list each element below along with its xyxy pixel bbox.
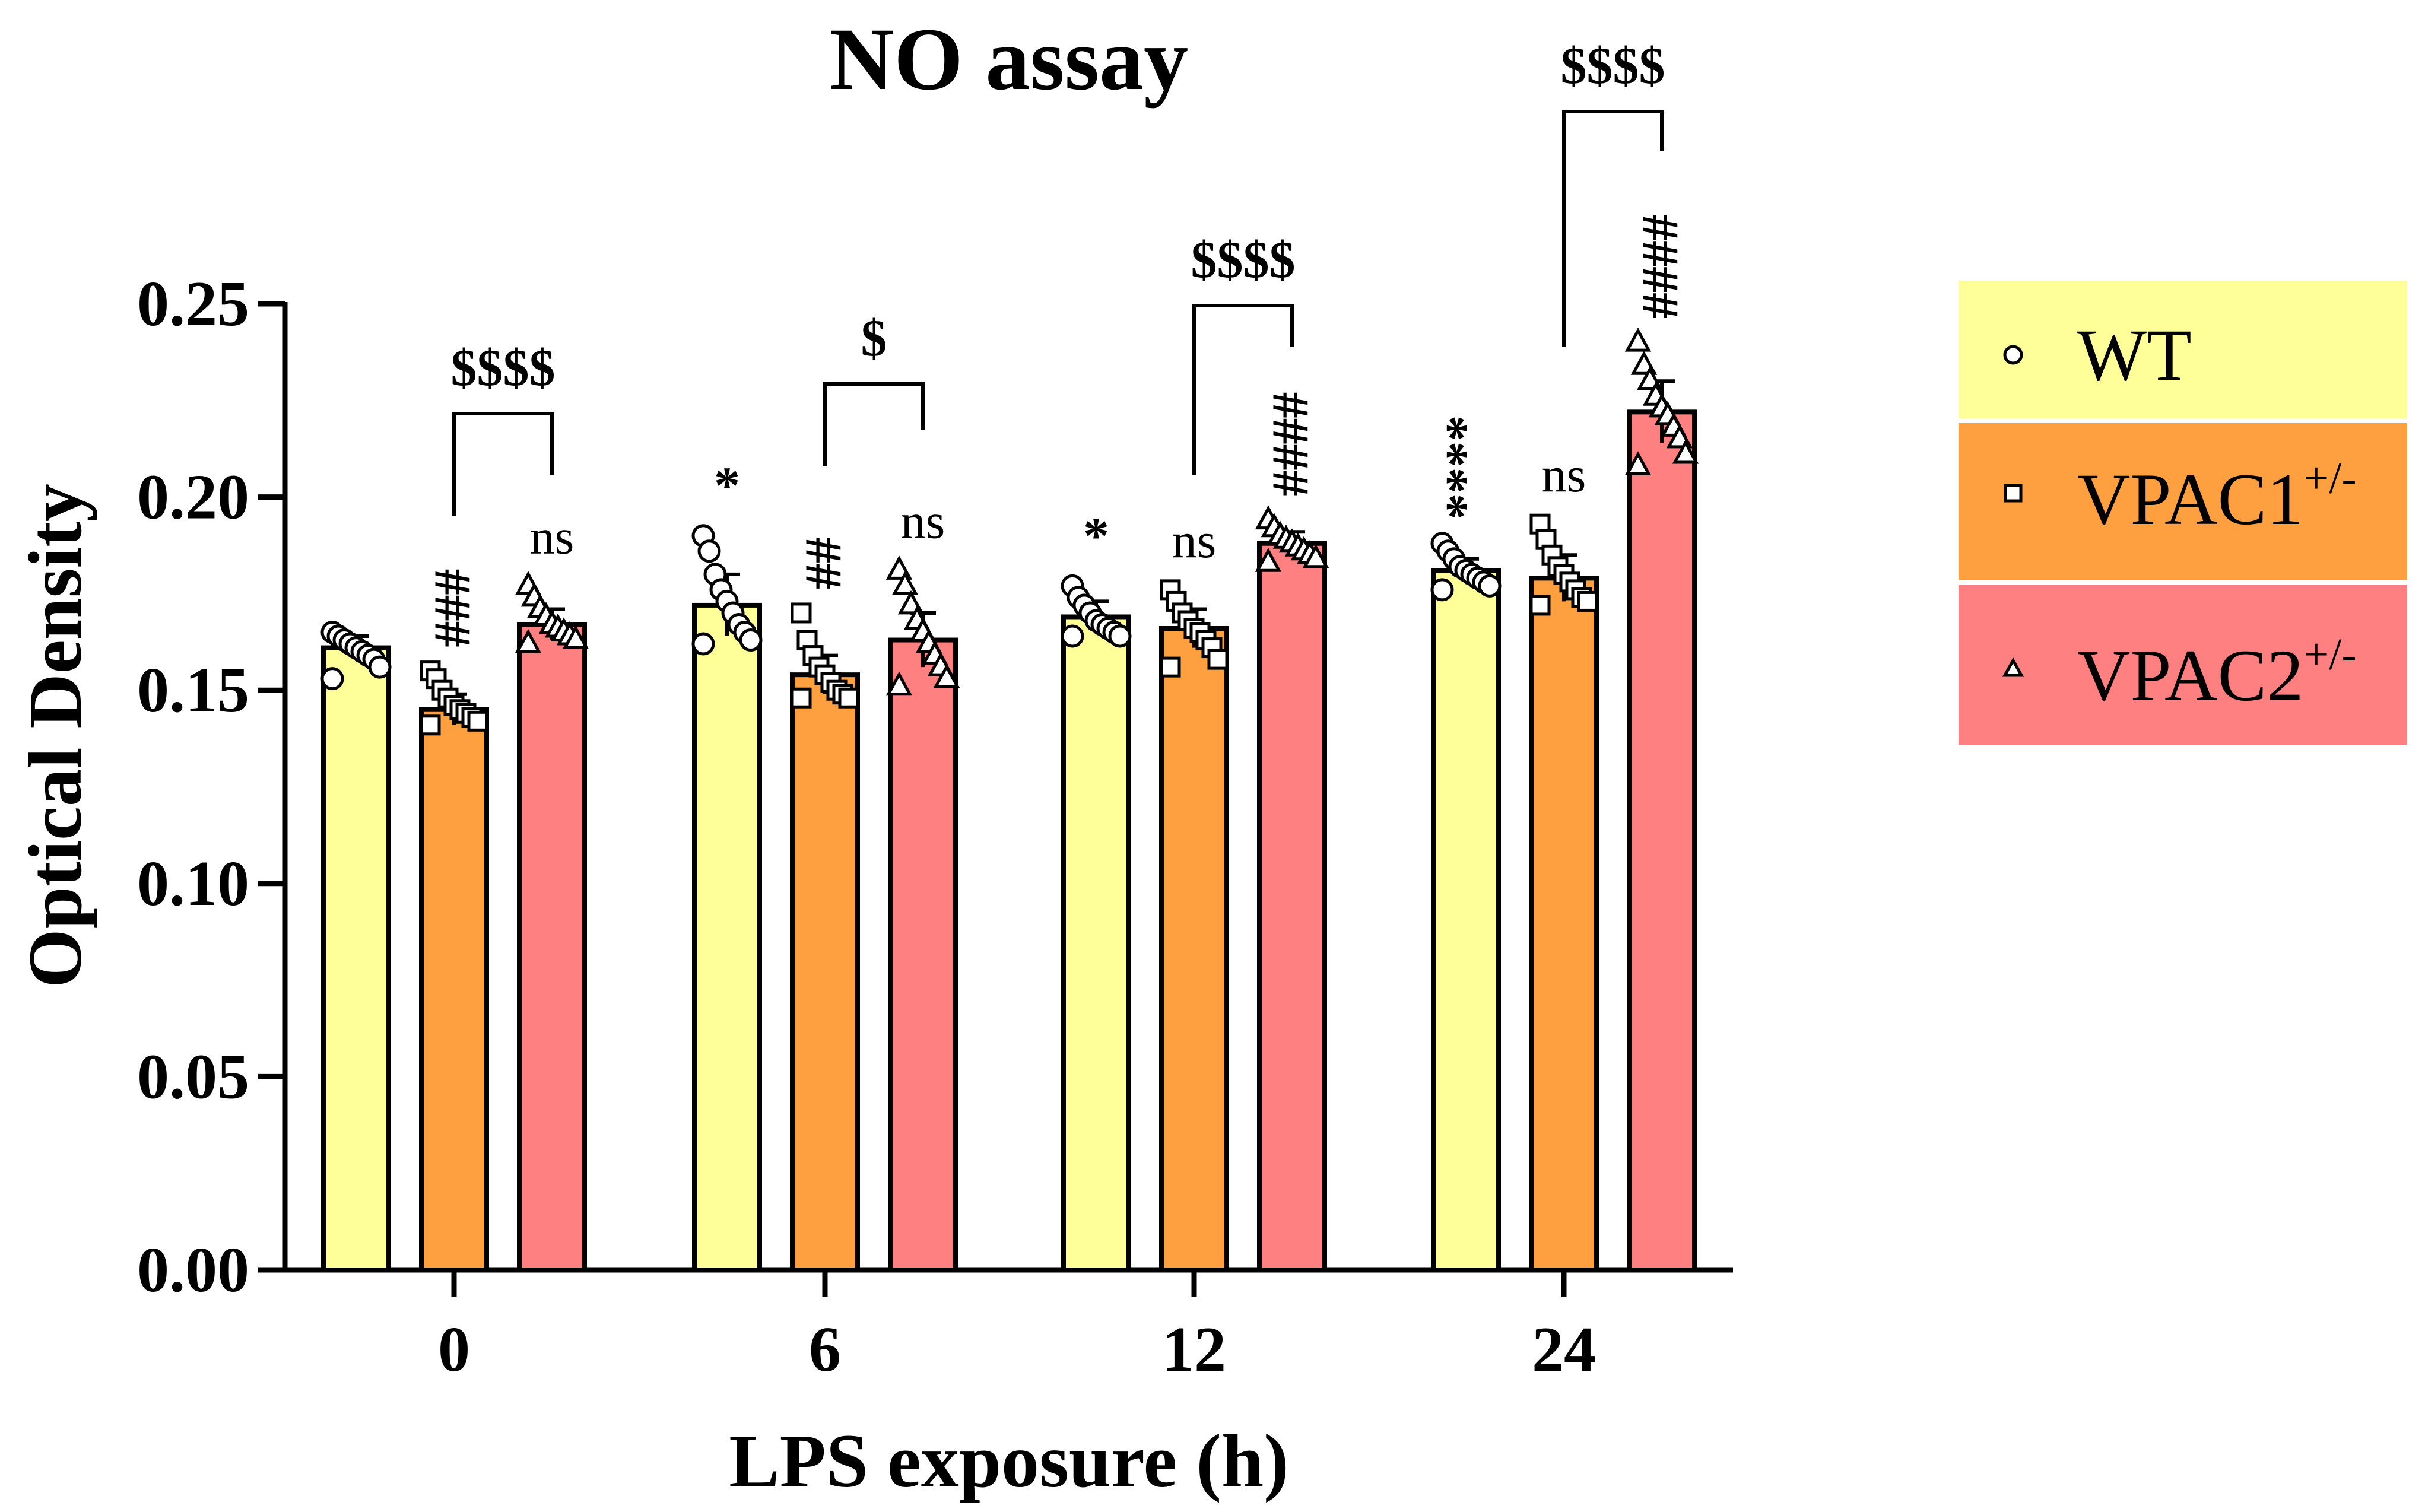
x-tick-label: 6 — [809, 1314, 841, 1385]
data-point-triangle — [933, 663, 960, 688]
legend-label-wt: WT — [2077, 315, 2192, 396]
significance-label: #### — [1262, 392, 1319, 497]
bracket-label: $$$$ — [451, 339, 556, 397]
data-point-triangle — [1302, 544, 1329, 568]
data-point-square — [467, 710, 488, 732]
svg-text:VPAC2+/-: VPAC2+/- — [2077, 630, 2357, 716]
data-point-square — [1577, 590, 1598, 612]
legend-swatch-wt — [1959, 281, 2407, 418]
y-tick-label: 0.25 — [137, 269, 249, 339]
x-tick-label: 0 — [438, 1314, 470, 1385]
bracket-label: $$$$ — [1561, 37, 1665, 95]
legend-marker-square — [2004, 484, 2023, 503]
data-point-triangle — [1255, 548, 1282, 572]
data-point-triangle — [515, 628, 542, 653]
bracket-label: $$$$ — [1191, 231, 1296, 289]
significance-label: ns — [530, 509, 574, 564]
bar-vpac2-12h[interactable] — [1257, 541, 1327, 1272]
y-tick-label: 0.10 — [137, 849, 249, 919]
legend-marker-circle — [2003, 345, 2023, 365]
bar-vpac2-24h[interactable] — [1627, 409, 1697, 1272]
data-point-square — [791, 602, 812, 624]
data-point-circle — [697, 539, 721, 563]
bar-vpac2-6h[interactable] — [888, 637, 958, 1272]
legend-label-vpac2: VPAC2 — [2077, 635, 2303, 716]
bar-wt-0h[interactable] — [321, 645, 391, 1272]
y-tick-label: 0.15 — [137, 655, 249, 726]
data-point-square — [420, 714, 441, 736]
significance-label: ns — [1172, 513, 1217, 568]
legend-superscript-vpac1: +/- — [2303, 453, 2356, 503]
data-point-square — [1207, 649, 1229, 670]
bar-wt-6h[interactable] — [692, 602, 762, 1272]
data-point-circle — [320, 667, 344, 691]
x-tick-label: 24 — [1532, 1314, 1596, 1385]
y-tick-label: 0.20 — [137, 462, 249, 533]
bar-vpac2-0h[interactable] — [517, 622, 587, 1272]
data-point-triangle — [562, 625, 589, 650]
data-point-circle — [1430, 578, 1454, 602]
significance-label: * — [1083, 507, 1109, 565]
comparison-bracket — [823, 382, 925, 466]
data-point-triangle — [891, 571, 919, 595]
significance-label: ns — [1542, 447, 1586, 503]
data-point-circle — [1478, 574, 1502, 598]
comparison-bracket — [452, 412, 554, 516]
y-tick-label: 0.05 — [137, 1041, 249, 1112]
legend-superscript-vpac2: +/- — [2303, 630, 2356, 679]
plot-area: 0.000.050.100.150.200.250 6 12 24######### *… — [137, 37, 1733, 1385]
legend-swatch-vpac1 — [1959, 423, 2407, 580]
comparison-bracket — [1562, 110, 1664, 347]
data-point-circle — [1061, 624, 1084, 648]
svg-text:WT: WT — [2077, 315, 2192, 396]
bracket-label: $ — [861, 310, 887, 367]
bar-wt-12h[interactable] — [1061, 614, 1131, 1272]
data-point-triangle — [1624, 451, 1652, 476]
data-point-circle — [739, 628, 763, 652]
bar-vpac1-0h[interactable] — [419, 707, 489, 1272]
legend-item-vpac1[interactable]: VPAC1+/- — [1959, 423, 2407, 580]
legend-item-wt[interactable]: WT — [1959, 281, 2407, 418]
data-point-square — [838, 687, 859, 709]
legend-swatch-vpac2 — [1959, 585, 2407, 745]
data-point-square — [1160, 656, 1181, 678]
x-tick-label: 12 — [1162, 1314, 1226, 1385]
legend-marker-triangle — [2002, 657, 2024, 677]
data-point-square — [1529, 595, 1551, 616]
svg-text:VPAC1+/-: VPAC1+/- — [2077, 453, 2357, 540]
chart-title: NO assay — [830, 10, 1188, 109]
x-axis-title: LPS exposure (h) — [729, 1419, 1289, 1503]
bar-vpac1-6h[interactable] — [790, 672, 860, 1272]
comparison-bracket — [1192, 304, 1294, 475]
significance-label: ns — [901, 494, 945, 549]
data-point-circle — [691, 632, 715, 656]
data-point-square — [791, 687, 812, 709]
data-point-triangle — [885, 671, 913, 696]
y-tick-label: 0.00 — [137, 1235, 249, 1305]
bar-vpac1-12h[interactable] — [1159, 626, 1229, 1272]
significance-label: ### — [424, 569, 481, 647]
data-point-circle — [1108, 624, 1132, 648]
significance-label: ## — [795, 537, 852, 589]
significance-label: **** — [1436, 415, 1493, 520]
significance-label: #### — [1632, 214, 1689, 319]
bar-wt-24h[interactable] — [1431, 568, 1501, 1272]
legend-label-vpac1: VPAC1 — [2077, 459, 2303, 540]
significance-label: * — [714, 458, 740, 515]
data-point-triangle — [1672, 439, 1699, 464]
legend: WT VPAC1+/- VPAC2+/- — [1959, 281, 2407, 745]
data-point-triangle — [1624, 327, 1652, 352]
legend-item-vpac2[interactable]: VPAC2+/- — [1959, 585, 2407, 745]
data-point-circle — [368, 655, 392, 679]
y-axis-title: Optical Density — [13, 484, 97, 988]
bar-vpac1-24h[interactable] — [1529, 576, 1599, 1272]
